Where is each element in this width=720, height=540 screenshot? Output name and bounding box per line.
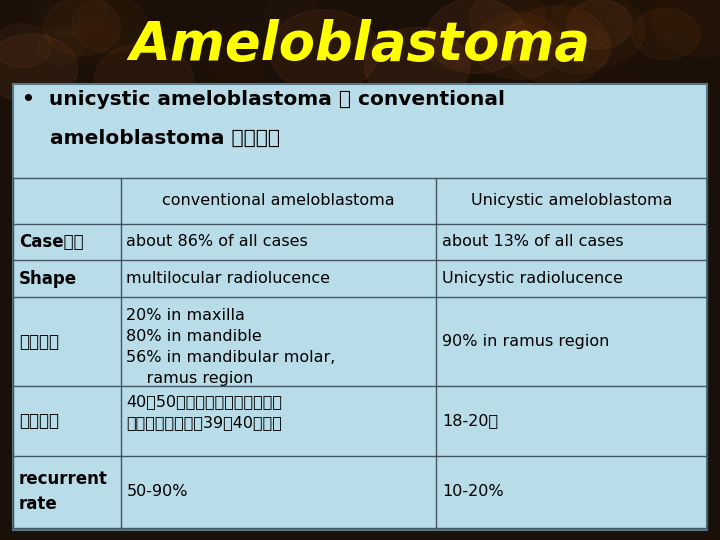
Text: Shape: Shape (19, 269, 77, 288)
Circle shape (269, 10, 379, 92)
Text: Ameloblastoma: Ameloblastoma (130, 19, 590, 71)
Text: Unicystic ameloblastoma: Unicystic ameloblastoma (471, 193, 672, 208)
Circle shape (547, 0, 645, 66)
Circle shape (547, 25, 611, 73)
Circle shape (212, 50, 263, 88)
Text: 90% in ramus region: 90% in ramus region (442, 334, 610, 349)
Text: Case比例: Case比例 (19, 233, 84, 251)
Text: conventional ameloblastoma: conventional ameloblastoma (162, 193, 395, 208)
Text: 50-90%: 50-90% (126, 484, 188, 500)
FancyBboxPatch shape (13, 84, 707, 530)
Circle shape (427, 0, 526, 73)
Circle shape (196, 22, 273, 80)
Circle shape (0, 34, 78, 103)
Text: Unicystic radiolucence: Unicystic radiolucence (442, 271, 623, 286)
Circle shape (364, 28, 469, 106)
Circle shape (64, 20, 123, 65)
Circle shape (0, 24, 52, 68)
Circle shape (429, 33, 479, 70)
Text: 發生年齡: 發生年齡 (19, 412, 59, 430)
Circle shape (469, 0, 546, 46)
Circle shape (523, 0, 598, 51)
Circle shape (94, 43, 194, 118)
Text: recurrent
rate: recurrent rate (19, 470, 107, 513)
Circle shape (44, 0, 121, 56)
Circle shape (278, 31, 361, 94)
Circle shape (567, 0, 632, 49)
Circle shape (590, 44, 638, 80)
Text: •  unicystic ameloblastoma 和 conventional: • unicystic ameloblastoma 和 conventional (22, 90, 505, 109)
Text: 20% in maxilla
80% in mandible
56% in mandibular molar,
    ramus region: 20% in maxilla 80% in mandible 56% in ma… (126, 308, 336, 386)
Text: 10-20%: 10-20% (442, 484, 504, 500)
Circle shape (652, 0, 720, 57)
Text: about 13% of all cases: about 13% of all cases (442, 234, 624, 249)
Circle shape (37, 30, 84, 65)
Circle shape (72, 0, 148, 53)
Text: 40、50歲的時候診斷出來，發生
的平均年齡大約是39、40歲左右: 40、50歲的時候診斷出來，發生 的平均年齡大約是39、40歲左右 (126, 394, 282, 430)
Text: 18-20歲: 18-20歲 (442, 414, 498, 429)
Text: about 86% of all cases: about 86% of all cases (126, 234, 308, 249)
Text: ameloblastoma 的比較：: ameloblastoma 的比較： (22, 129, 279, 148)
Circle shape (509, 0, 593, 60)
Text: 發生位置: 發生位置 (19, 333, 59, 350)
Circle shape (32, 0, 107, 36)
Circle shape (492, 23, 547, 64)
Circle shape (265, 0, 320, 36)
Text: multilocular radiolucence: multilocular radiolucence (126, 271, 330, 286)
Circle shape (614, 0, 672, 39)
Circle shape (646, 0, 720, 43)
Circle shape (474, 13, 562, 79)
Circle shape (505, 6, 610, 85)
Circle shape (632, 8, 700, 59)
